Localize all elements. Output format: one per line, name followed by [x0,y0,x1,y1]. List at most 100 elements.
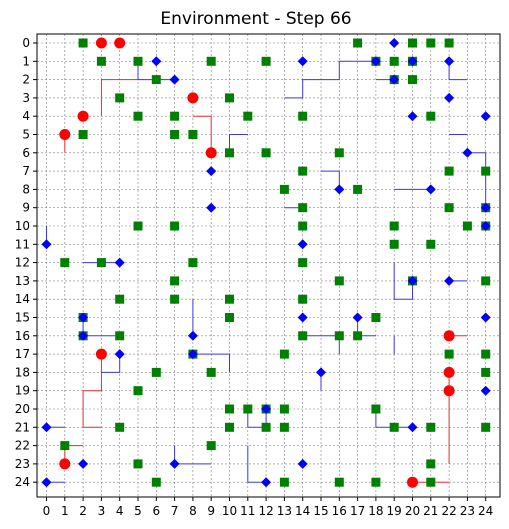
x-tick-label: 24 [478,504,493,518]
y-tick-label: 18 [15,365,30,379]
blue-diamond-marker [41,477,52,488]
green-square-marker [371,404,381,414]
blue-agent-trail [192,353,230,373]
green-square-marker [225,404,234,414]
green-square-marker [225,93,234,103]
y-tick-label: 6 [22,146,30,160]
green-square-marker [334,477,344,487]
x-tick-label: 5 [134,504,142,518]
chart-title: Environment - Step 66 [160,9,351,29]
green-square-marker [371,477,381,487]
y-tick-label: 13 [15,274,30,288]
blue-diamond-marker [41,422,52,433]
green-square-marker [151,75,161,85]
blue-diamond-marker [444,275,455,286]
red-agent-trail [192,115,212,153]
red-circle-marker [205,147,217,159]
blue-diamond-marker [78,330,89,341]
y-tick-label: 11 [15,237,30,251]
green-square-marker [243,111,253,121]
green-square-marker [115,422,125,432]
green-square-marker [243,404,253,414]
blue-agent-trail [321,170,340,190]
red-circle-marker [77,110,89,122]
green-square-marker [334,331,344,341]
blue-diamond-marker [480,385,491,396]
green-square-marker [170,276,180,286]
blue-diamond-marker [480,312,491,323]
green-square-marker [188,130,198,139]
green-square-marker [115,93,125,103]
y-tick-label: 17 [15,347,30,361]
green-square-marker [151,367,161,377]
blue-diamond-marker [352,312,363,323]
x-tick-label: 7 [171,504,179,518]
blue-diamond-marker [480,111,491,122]
x-tick-label: 6 [152,504,160,518]
blue-diamond-marker [480,202,491,213]
y-tick-label: 8 [22,182,30,196]
green-square-marker [170,111,180,121]
x-tick-label: 11 [240,504,255,518]
green-square-marker [261,56,271,66]
green-square-marker [371,313,381,322]
blue-diamond-marker [41,239,52,250]
x-tick-label: 17 [350,504,365,518]
blue-diamond-marker [297,56,308,67]
x-tick-label: 0 [43,504,51,518]
blue-diamond-marker [389,38,400,48]
y-tick-label: 0 [22,36,30,50]
blue-agent-trail [375,409,413,428]
x-tick-label: 13 [277,504,292,518]
x-tick-label: 8 [189,504,197,518]
blue-agent-trail [229,134,248,153]
blue-agent-trail [284,60,376,99]
green-square-marker [444,349,454,359]
blue-diamond-marker [297,312,308,323]
green-square-marker [261,148,271,158]
blue-diamond-marker [187,330,198,341]
green-square-marker [115,331,125,341]
green-square-marker [408,38,417,48]
red-circle-marker [95,37,107,49]
green-square-marker [279,422,289,432]
green-square-marker [279,477,289,487]
green-square-marker [225,148,234,158]
blue-diamond-marker [462,147,473,158]
green-square-marker [298,258,308,268]
green-square-marker [426,239,436,249]
markers [41,37,491,488]
y-tick-label: 19 [15,384,30,398]
green-square-marker [298,221,308,231]
blue-diamond-marker [206,166,217,177]
blue-diamond-marker [370,56,381,67]
green-square-marker [298,203,308,213]
blue-diamond-marker [261,404,272,414]
y-tick-label: 16 [15,329,30,343]
green-square-marker [444,38,454,48]
x-tick-label: 14 [295,504,310,518]
blue-diamond-marker [114,257,125,268]
blue-diamond-marker [78,312,89,323]
green-square-marker [298,294,308,304]
y-tick-label: 1 [22,54,30,68]
y-tick-label: 14 [15,292,30,306]
green-square-marker [60,441,70,451]
green-square-marker [279,349,289,359]
y-tick-label: 10 [15,219,30,233]
y-tick-label: 15 [15,311,30,325]
red-agent-trail [100,79,138,117]
blue-diamond-marker [407,275,418,286]
green-square-marker [298,166,308,176]
blue-diamond-marker [297,239,308,250]
blue-diamond-marker [407,422,418,433]
x-tick-label: 2 [79,504,87,518]
x-tick-label: 18 [368,504,383,518]
green-square-marker [481,422,491,432]
x-tick-label: 12 [258,504,273,518]
x-tick-label: 3 [98,504,106,518]
green-square-marker [170,130,180,139]
green-square-marker [78,38,88,48]
green-square-marker [133,221,143,231]
green-square-marker [151,477,161,487]
